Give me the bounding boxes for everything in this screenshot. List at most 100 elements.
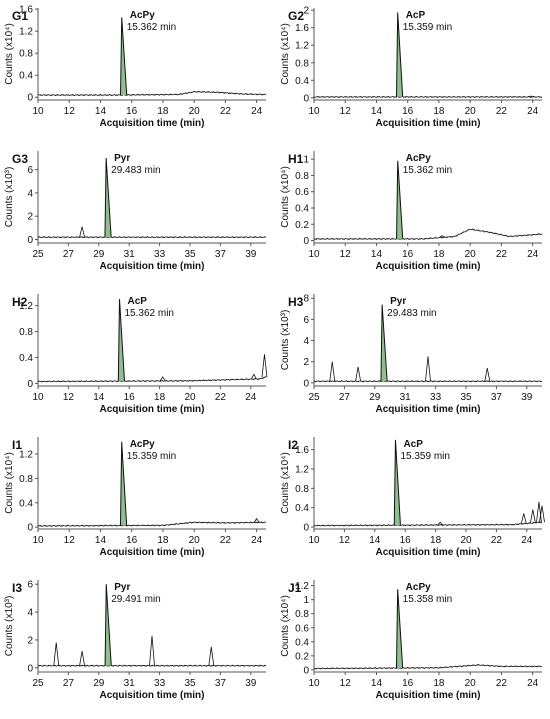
x-tick-label: 24 xyxy=(521,535,533,546)
x-tick-label: 22 xyxy=(491,535,503,546)
panel-h3: 0 2 4 6 8 25 27 29 31 33 35 37 39 Acquisition time (m… xyxy=(278,286,548,428)
compound-label: AcPy xyxy=(130,439,155,450)
chart-svg: 0 0.2 0.4 0.6 0.8 1 10 12 14 16 18 20 22 24 Acquisitio… xyxy=(280,151,543,272)
y-tick-label: 1.2 xyxy=(19,301,33,312)
y-tick-label: 0.8 xyxy=(19,49,33,60)
y-tick-label: 0 xyxy=(27,235,33,246)
x-tick-label: 18 xyxy=(430,535,442,546)
retention-time-label: 29.491 min xyxy=(111,594,160,605)
x-tick-label: 24 xyxy=(251,535,263,546)
x-tick-label: 27 xyxy=(63,678,75,689)
chart-svg: 0 2 4 6 25 27 29 31 33 35 37 39 Acquisition time (mi… xyxy=(4,151,267,272)
x-tick-label: 18 xyxy=(433,249,445,260)
minor-peak xyxy=(79,651,85,666)
y-tick-label: 0 xyxy=(27,379,33,390)
y-axis-label: Counts (x10⁴) xyxy=(280,452,291,514)
x-tick-label: 24 xyxy=(527,249,539,260)
x-tick-label: 22 xyxy=(496,678,508,689)
x-tick-label: 25 xyxy=(32,678,44,689)
panel-i2: 0 0.4 0.8 1.2 1.6 10 12 14 16 18 20 22 24 Acquisition… xyxy=(278,429,548,571)
x-tick-label: 37 xyxy=(215,678,227,689)
x-tick-label: 14 xyxy=(371,106,383,117)
y-tick-label: 0 xyxy=(303,523,309,534)
x-tick-label: 24 xyxy=(251,106,263,117)
x-tick-label: 25 xyxy=(32,249,44,260)
x-tick-label: 29 xyxy=(93,249,105,260)
retention-time-label: 15.362 min xyxy=(127,22,176,33)
chart-svg: 0 0.4 0.8 1.2 1.6 10 12 14 16 18 20 22 24 Acquisition… xyxy=(4,5,267,129)
main-peak-line xyxy=(119,441,128,526)
retention-time-label: 15.359 min xyxy=(127,451,176,462)
y-tick-label: 1.2 xyxy=(19,27,33,38)
x-tick-label: 20 xyxy=(184,392,196,403)
y-tick-label: 0 xyxy=(27,523,33,534)
y-tick-label: 0.8 xyxy=(295,58,309,69)
minor-peak xyxy=(425,356,431,382)
minor-peak xyxy=(529,509,536,524)
retention-time-label: 15.359 min xyxy=(400,451,449,462)
x-tick-label: 12 xyxy=(64,535,76,546)
x-axis-label: Acquisition time (min) xyxy=(376,404,481,415)
panel-label: H3 xyxy=(288,295,304,309)
y-axis-label: Counts (x10³) xyxy=(4,596,15,657)
x-tick-label: 10 xyxy=(308,249,320,260)
y-tick-label: 1.6 xyxy=(19,5,33,16)
x-tick-label: 29 xyxy=(369,392,381,403)
y-axis-label: Counts (x10³) xyxy=(280,310,291,371)
compound-label: AcP xyxy=(128,296,148,307)
y-tick-label: 6 xyxy=(27,165,33,176)
x-tick-label: 16 xyxy=(126,106,138,117)
x-tick-label: 14 xyxy=(371,249,383,260)
x-tick-label: 18 xyxy=(433,678,445,689)
y-tick-label: 0.4 xyxy=(295,503,309,514)
y-tick-label: 0.8 xyxy=(295,171,309,182)
y-tick-label: 0.6 xyxy=(295,623,309,634)
panel-label: G3 xyxy=(12,152,28,166)
minor-peak xyxy=(250,373,257,380)
x-tick-label: 16 xyxy=(126,535,138,546)
panel-label: G2 xyxy=(288,9,304,23)
y-tick-label: 0.8 xyxy=(295,609,309,620)
x-tick-label: 18 xyxy=(157,535,169,546)
main-peak-line xyxy=(395,12,404,97)
panel-label: I3 xyxy=(12,581,22,595)
y-tick-label: 1.2 xyxy=(19,450,33,461)
x-tick-label: 37 xyxy=(491,392,503,403)
minor-peak xyxy=(53,642,60,666)
y-tick-label: 8 xyxy=(303,294,309,305)
x-tick-label: 22 xyxy=(215,392,227,403)
y-tick-label: 0 xyxy=(27,93,33,104)
compound-label: Pyr xyxy=(114,153,130,164)
x-tick-label: 24 xyxy=(245,392,257,403)
chart-svg: 0 2 4 6 25 27 29 31 33 35 37 39 Acquisition time (mi… xyxy=(4,580,267,701)
y-tick-label: 0.2 xyxy=(295,220,309,231)
x-tick-label: 16 xyxy=(124,392,136,403)
retention-time-label: 15.362 min xyxy=(125,308,174,319)
x-tick-label: 12 xyxy=(64,106,76,117)
x-tick-label: 14 xyxy=(95,106,107,117)
x-tick-label: 16 xyxy=(402,106,414,117)
x-tick-label: 39 xyxy=(245,678,257,689)
x-tick-label: 12 xyxy=(340,106,352,117)
y-axis-label: Counts (x10⁴) xyxy=(4,23,15,85)
x-tick-label: 27 xyxy=(63,249,75,260)
x-tick-label: 20 xyxy=(189,535,201,546)
x-tick-label: 20 xyxy=(460,535,472,546)
main-peak-line xyxy=(104,584,112,666)
x-tick-label: 37 xyxy=(215,249,227,260)
chart-svg: 0 2 4 6 8 25 27 29 31 33 35 37 39 Acquisition time (m… xyxy=(280,294,543,415)
y-axis-label: Counts (x10⁴) xyxy=(4,452,15,514)
x-tick-label: 33 xyxy=(154,678,166,689)
y-tick-label: 2 xyxy=(27,212,33,223)
baseline-trace xyxy=(313,228,543,241)
x-tick-label: 20 xyxy=(465,249,477,260)
chart-svg: 0 0.2 0.4 0.6 0.8 1 1.2 10 12 14 16 18 20 22 24 Acquisi… xyxy=(280,580,543,701)
x-tick-label: 33 xyxy=(154,249,166,260)
compound-label: AcPy xyxy=(406,582,431,593)
minor-peak xyxy=(439,235,445,238)
main-peak-line xyxy=(380,304,388,382)
compound-label: AcPy xyxy=(130,10,155,21)
x-tick-label: 31 xyxy=(124,249,136,260)
minor-peak xyxy=(355,366,361,382)
panel-label: J1 xyxy=(288,581,302,595)
